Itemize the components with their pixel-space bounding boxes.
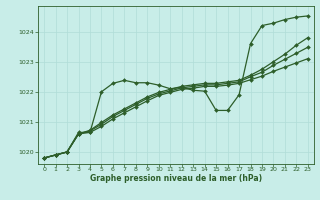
X-axis label: Graphe pression niveau de la mer (hPa): Graphe pression niveau de la mer (hPa) [90,174,262,183]
